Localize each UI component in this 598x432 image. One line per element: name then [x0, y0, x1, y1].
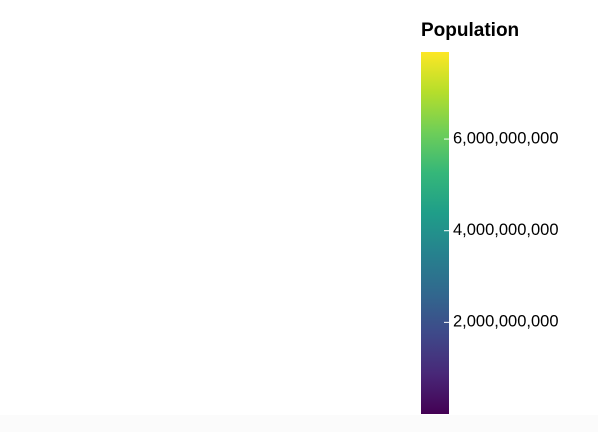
colorbar-ticks: 2,000,000,000 4,000,000,000 6,000,000,000: [444, 129, 559, 331]
colorbar-gradient: [421, 52, 449, 414]
bottom-strip: [0, 415, 598, 432]
plot-area: [0, 0, 400, 432]
legend-title: Population: [421, 20, 520, 41]
colorbar-tick-label: 4,000,000,000: [453, 221, 559, 239]
colorbar-tick-label: 2,000,000,000: [453, 313, 559, 331]
colorbar-tick-label: 6,000,000,000: [453, 129, 559, 147]
